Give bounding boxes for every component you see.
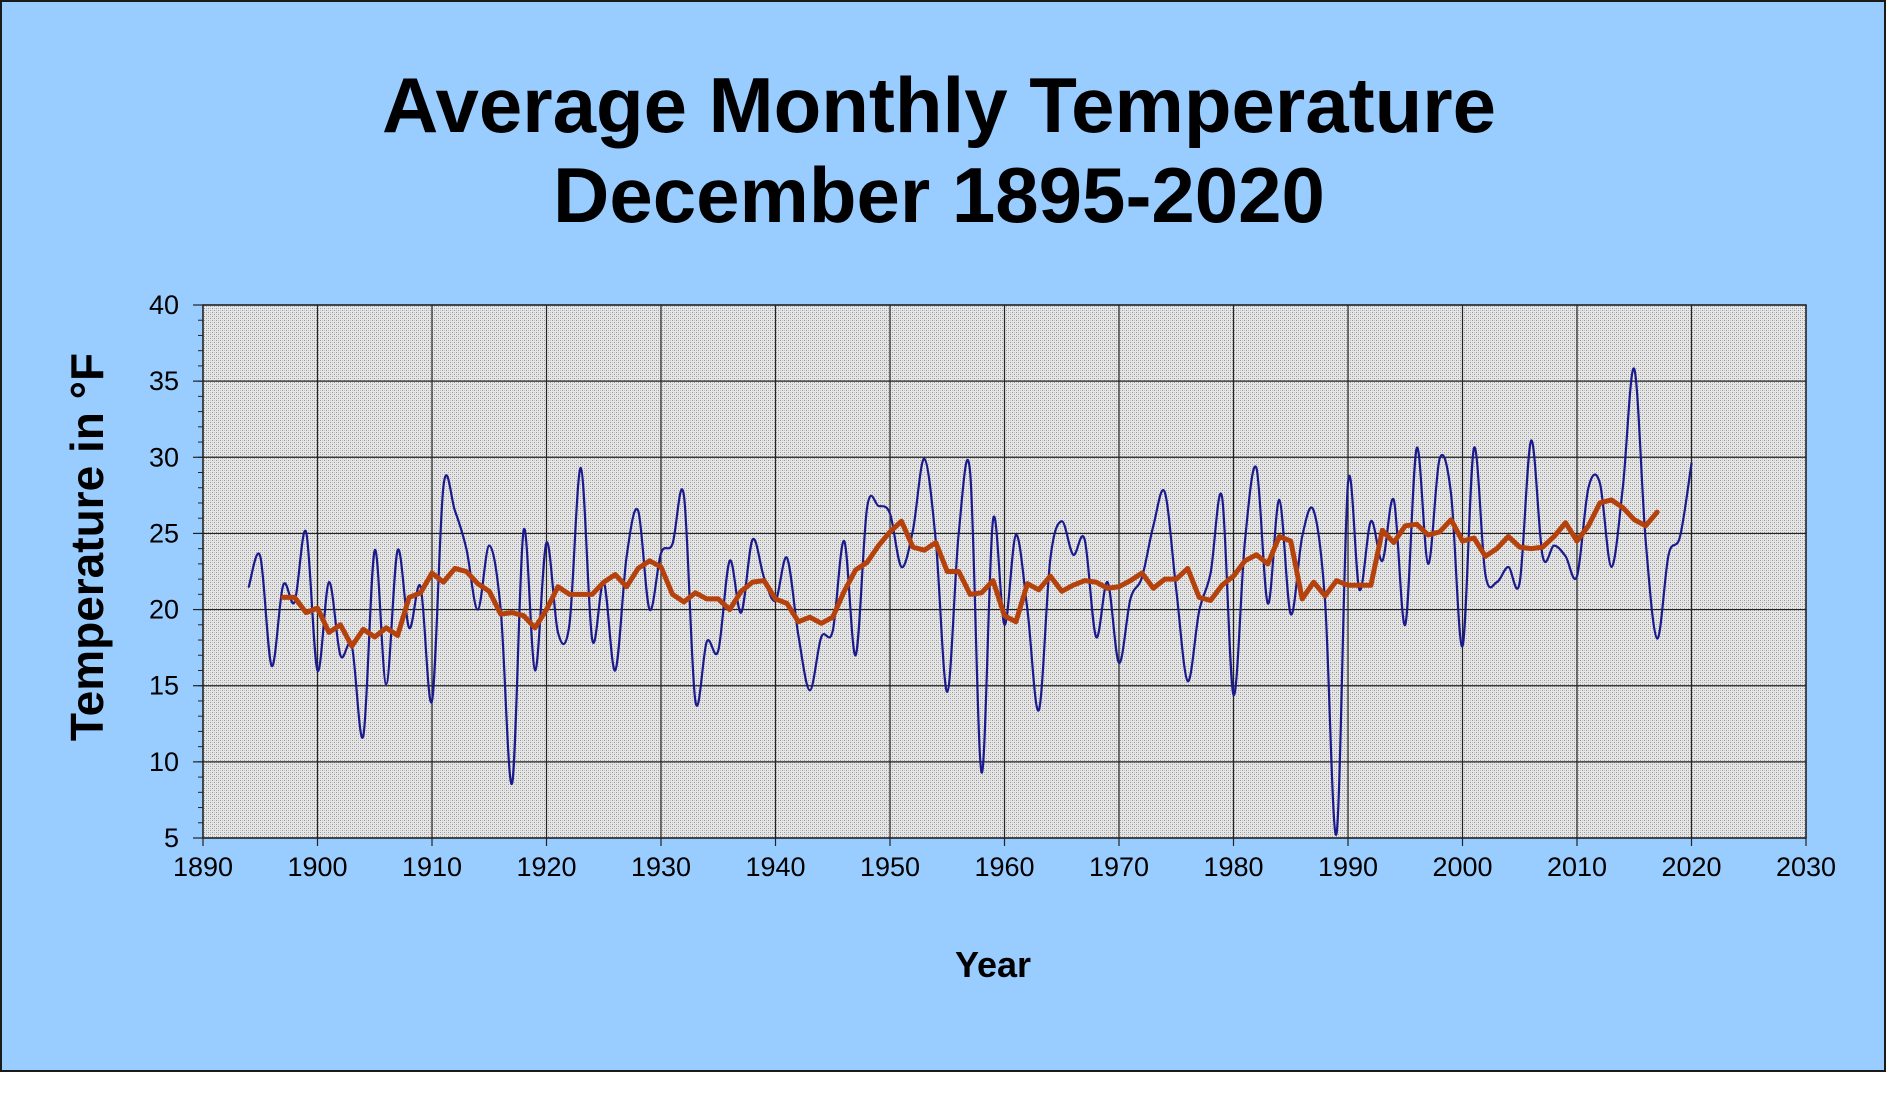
x-tick-label: 1940 — [745, 852, 805, 882]
x-tick-label: 1970 — [1089, 852, 1149, 882]
grid-lines — [193, 304, 1807, 846]
x-axis-title: Year — [955, 944, 1031, 985]
y-tick-label: 40 — [149, 290, 179, 320]
x-tick-label: 1890 — [173, 852, 233, 882]
x-tick-label: 1910 — [402, 852, 462, 882]
y-axis-title: Temperature in °F — [61, 353, 113, 741]
x-tick-label: 2020 — [1661, 852, 1721, 882]
y-tick-label: 10 — [149, 747, 179, 777]
y-tick-label: 25 — [149, 518, 179, 548]
x-tick-label: 2000 — [1432, 852, 1492, 882]
x-tick-label: 1980 — [1203, 852, 1263, 882]
y-tick-label: 35 — [149, 366, 179, 396]
x-tick-label: 1960 — [974, 852, 1034, 882]
x-tick-label: 1990 — [1318, 852, 1378, 882]
x-tick-label: 1930 — [631, 852, 691, 882]
x-tick-label: 2030 — [1776, 852, 1836, 882]
plot-border — [202, 304, 1807, 839]
series-line-moving-average — [280, 497, 1660, 649]
y-tick-label: 20 — [149, 595, 179, 625]
chart-svg: Average Monthly Temperature December 189… — [61, 61, 1836, 985]
y-minor-ticks — [198, 304, 203, 839]
y-tick-labels: 5 10 15 20 25 30 35 40 — [149, 290, 179, 853]
chart-title-line-2: December 1895-2020 — [553, 151, 1325, 239]
chart-slide: Average Monthly Temperature December 189… — [0, 0, 1886, 1072]
x-tick-labels: 1890 1900 1910 1920 1930 1940 1950 1960 1970 1980… — [173, 852, 1836, 882]
x-tick-label: 2010 — [1547, 852, 1607, 882]
x-tick-label: 1920 — [516, 852, 576, 882]
x-tick-label: 1950 — [860, 852, 920, 882]
y-tick-label: 5 — [164, 823, 179, 853]
series-line-monthly-average — [247, 367, 1693, 836]
series-group — [247, 367, 1693, 836]
x-tick-label: 1900 — [287, 852, 347, 882]
y-tick-label: 30 — [149, 442, 179, 472]
y-tick-label: 15 — [149, 671, 179, 701]
chart-title-line-1: Average Monthly Temperature — [382, 61, 1496, 149]
